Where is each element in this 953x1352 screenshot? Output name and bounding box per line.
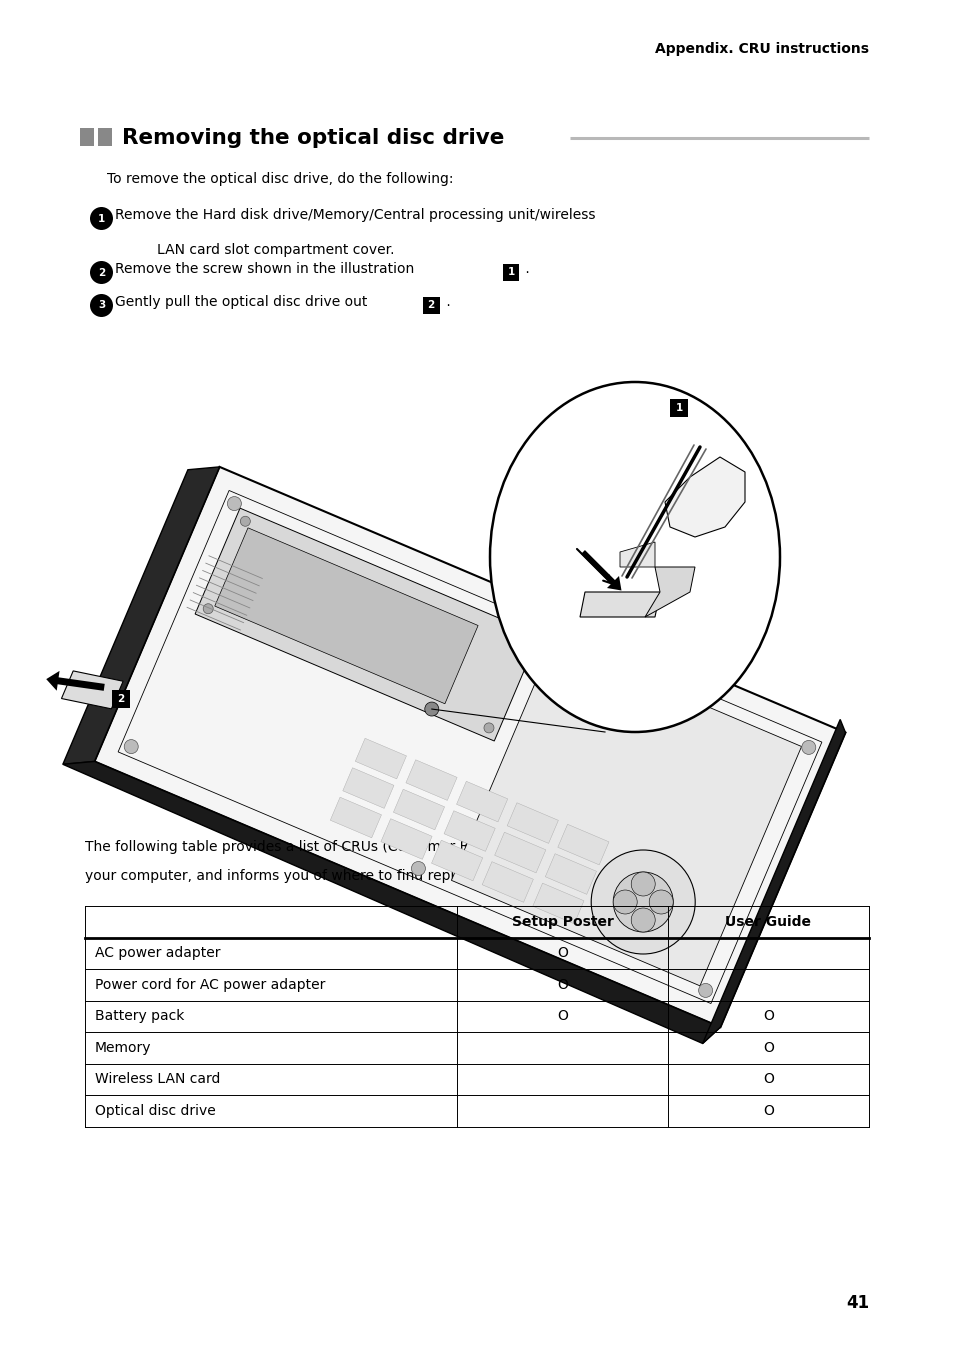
FancyBboxPatch shape (80, 128, 94, 146)
Text: Memory: Memory (95, 1041, 152, 1055)
Polygon shape (330, 798, 381, 838)
Text: The following table provides a list of CRUs (Customer Replaceable Units) for: The following table provides a list of C… (85, 840, 613, 854)
Polygon shape (214, 527, 477, 704)
Circle shape (613, 872, 673, 932)
Polygon shape (451, 641, 801, 986)
Circle shape (424, 702, 438, 717)
Text: 3: 3 (98, 300, 105, 311)
Circle shape (631, 909, 655, 932)
Text: Gently pull the optical disc drive out: Gently pull the optical disc drive out (115, 295, 372, 310)
Polygon shape (380, 819, 432, 860)
Polygon shape (495, 833, 545, 873)
Text: LAN card slot compartment cover.: LAN card slot compartment cover. (157, 243, 395, 257)
Circle shape (90, 207, 112, 230)
Text: 1: 1 (507, 268, 515, 277)
Text: 1: 1 (98, 214, 105, 223)
Polygon shape (405, 760, 456, 800)
Polygon shape (664, 457, 744, 537)
Polygon shape (456, 781, 507, 822)
Circle shape (124, 740, 138, 753)
Text: O: O (557, 1009, 567, 1023)
Text: O: O (762, 1041, 773, 1055)
Polygon shape (63, 761, 720, 1044)
Text: AC power adapter: AC power adapter (95, 946, 220, 960)
Polygon shape (579, 592, 659, 617)
Polygon shape (431, 840, 482, 880)
Polygon shape (443, 811, 495, 852)
Text: 1: 1 (675, 403, 682, 412)
Text: O: O (557, 977, 567, 992)
Text: Power cord for AC power adapter: Power cord for AC power adapter (95, 977, 325, 992)
FancyBboxPatch shape (669, 399, 687, 416)
Text: Remove the Hard disk drive/Memory/Central processing unit/wireless: Remove the Hard disk drive/Memory/Centra… (115, 208, 595, 222)
Circle shape (649, 890, 673, 914)
Circle shape (698, 983, 712, 998)
Polygon shape (619, 542, 655, 566)
Text: 2: 2 (98, 268, 105, 277)
Polygon shape (481, 861, 533, 902)
Circle shape (411, 861, 425, 876)
Polygon shape (702, 719, 844, 1044)
Text: 2: 2 (427, 300, 435, 310)
Circle shape (240, 516, 250, 526)
Polygon shape (558, 825, 608, 865)
Text: O: O (557, 946, 567, 960)
Polygon shape (393, 790, 444, 830)
Polygon shape (644, 566, 695, 617)
Ellipse shape (490, 383, 780, 731)
Text: your computer, and informs you of where to find replacement instructions.: your computer, and informs you of where … (85, 869, 604, 883)
Circle shape (801, 741, 815, 754)
FancyArrow shape (580, 550, 620, 591)
Text: Wireless LAN card: Wireless LAN card (95, 1072, 220, 1086)
Text: Setup Poster: Setup Poster (511, 915, 613, 929)
Polygon shape (507, 803, 558, 844)
Polygon shape (195, 508, 538, 741)
FancyBboxPatch shape (502, 264, 519, 281)
Circle shape (227, 496, 241, 511)
Circle shape (90, 293, 112, 316)
Text: Remove the screw shown in the illustration: Remove the screw shown in the illustrati… (115, 262, 418, 276)
Circle shape (591, 850, 695, 955)
Circle shape (90, 261, 112, 284)
Text: 2: 2 (117, 694, 125, 704)
FancyBboxPatch shape (422, 296, 439, 314)
Circle shape (203, 604, 213, 614)
Text: .: . (441, 295, 450, 310)
FancyBboxPatch shape (112, 690, 130, 708)
Text: Appendix. CRU instructions: Appendix. CRU instructions (655, 42, 868, 55)
FancyBboxPatch shape (97, 128, 112, 146)
Polygon shape (63, 466, 219, 764)
Polygon shape (61, 671, 123, 708)
Polygon shape (532, 883, 583, 923)
Text: O: O (762, 1072, 773, 1086)
Text: To remove the optical disc drive, do the following:: To remove the optical disc drive, do the… (107, 172, 453, 187)
Text: 41: 41 (845, 1294, 868, 1311)
Polygon shape (355, 738, 406, 779)
Polygon shape (94, 466, 844, 1028)
Circle shape (631, 872, 655, 896)
Circle shape (483, 723, 494, 733)
Text: Battery pack: Battery pack (95, 1009, 184, 1023)
Polygon shape (545, 853, 596, 894)
Text: Optical disc drive: Optical disc drive (95, 1103, 215, 1118)
Text: Removing the optical disc drive: Removing the optical disc drive (121, 128, 503, 147)
Text: User Guide: User Guide (724, 915, 810, 929)
Text: O: O (762, 1009, 773, 1023)
Circle shape (613, 890, 637, 914)
Polygon shape (342, 768, 394, 808)
FancyArrow shape (46, 671, 105, 691)
Circle shape (520, 635, 531, 645)
Text: O: O (762, 1103, 773, 1118)
Text: .: . (521, 262, 530, 276)
